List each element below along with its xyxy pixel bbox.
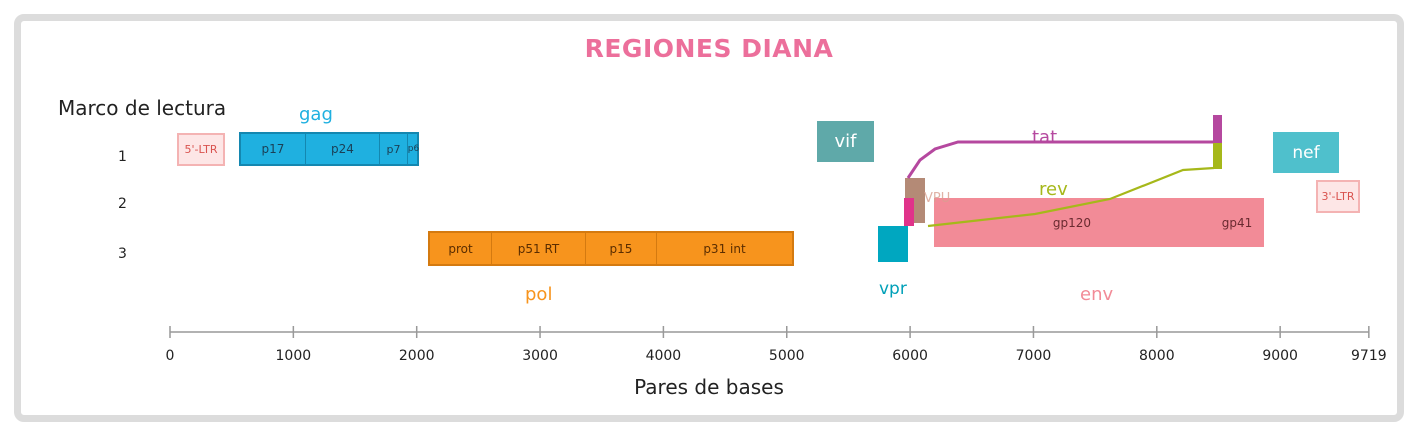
ltr3-box: 3'-LTR bbox=[1316, 180, 1360, 213]
nef-label: nef bbox=[1292, 142, 1320, 163]
pol-label: pol bbox=[525, 284, 553, 305]
diagram-title: REGIONES DIANA bbox=[584, 34, 834, 63]
tat-label: tat bbox=[1032, 127, 1058, 148]
env-gene: gp120 gp41 bbox=[934, 198, 1264, 247]
gag-segment-p7: p7 bbox=[380, 134, 408, 164]
x-tick-label: 9000 bbox=[1262, 348, 1298, 364]
vpu-label: VPU bbox=[924, 191, 951, 206]
ltr5-box: 5'-LTR bbox=[177, 133, 225, 166]
ltr5-label: 5'-LTR bbox=[184, 143, 218, 156]
pol-segment-p31-int: p31 int bbox=[703, 241, 746, 256]
pol-segment-prot: prot bbox=[430, 233, 492, 264]
gag-segment-p17: p17 bbox=[241, 134, 306, 164]
x-axis-label: Pares de bases bbox=[634, 375, 784, 399]
gag-segment-p24: p24 bbox=[306, 134, 380, 164]
nef-gene: nef bbox=[1273, 132, 1339, 173]
x-tick-label: 5000 bbox=[769, 348, 805, 364]
vpu-marker bbox=[904, 198, 914, 226]
x-tick-label: 6000 bbox=[892, 348, 928, 364]
rev-connector-line bbox=[927, 166, 1215, 228]
vpr-gene bbox=[878, 226, 908, 262]
gag-gene: p17 p24 p7 p6 bbox=[239, 132, 419, 166]
x-tick-label: 7000 bbox=[1016, 348, 1052, 364]
gag-segment-p6: p6 bbox=[408, 144, 419, 154]
rev-exon bbox=[1213, 143, 1222, 169]
pol-segment-p51-rt: p51 RT bbox=[492, 233, 586, 264]
frame-number-3: 3 bbox=[118, 246, 127, 262]
vif-gene: vif bbox=[817, 121, 874, 162]
x-tick-label: 4000 bbox=[646, 348, 682, 364]
ltr3-label: 3'-LTR bbox=[1321, 190, 1355, 203]
x-tick-label: 2000 bbox=[399, 348, 435, 364]
frame-number-1: 1 bbox=[118, 149, 127, 165]
gag-label: gag bbox=[299, 104, 333, 125]
frame-number-2: 2 bbox=[118, 196, 127, 212]
x-tick-label: 9719 bbox=[1351, 348, 1387, 364]
x-tick-label: 0 bbox=[166, 348, 175, 364]
env-segment-gp120: gp120 bbox=[1052, 215, 1092, 230]
tat-exon bbox=[1213, 115, 1222, 143]
vpr-label: vpr bbox=[879, 279, 907, 299]
reading-frame-label: Marco de lectura bbox=[58, 96, 227, 120]
x-tick-label: 8000 bbox=[1139, 348, 1175, 364]
tat-connector-line bbox=[906, 140, 1214, 179]
pol-segment-p15: p15 bbox=[586, 233, 657, 264]
env-label: env bbox=[1080, 284, 1114, 305]
vif-label: vif bbox=[834, 131, 857, 152]
x-tick-label: 1000 bbox=[276, 348, 312, 364]
x-tick-label: 3000 bbox=[522, 348, 558, 364]
pol-gene: prot p51 RT p15 p31 int bbox=[428, 231, 794, 266]
env-segment-gp41: gp41 bbox=[1221, 215, 1253, 230]
rev-label: rev bbox=[1039, 179, 1068, 200]
